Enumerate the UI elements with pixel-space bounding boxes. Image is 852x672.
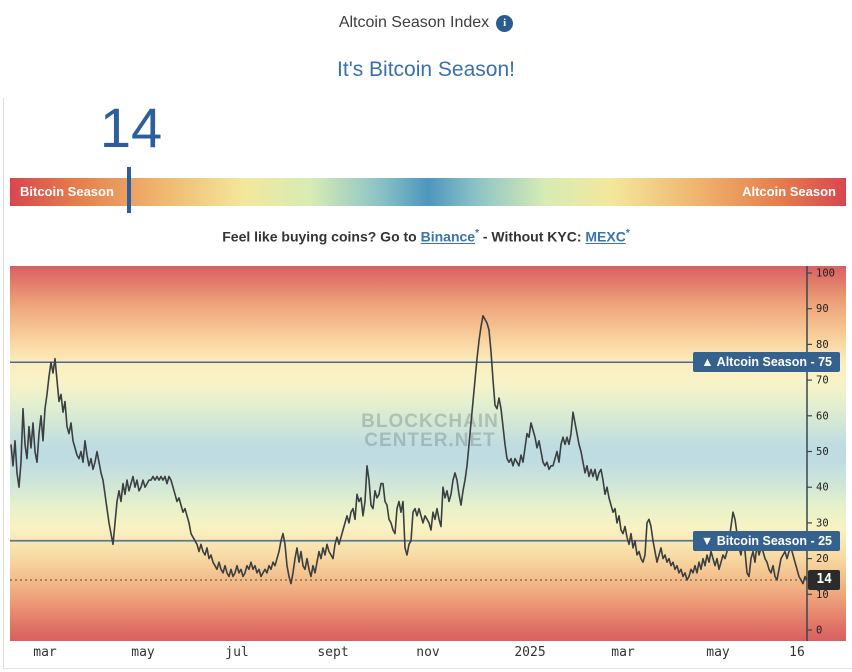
svg-text:70: 70 [816, 375, 829, 387]
x-axis-label-2025: 2025 [514, 645, 546, 660]
x-axis-label-mar: mar [33, 645, 57, 660]
binance-asterisk: * [475, 228, 479, 239]
bitcoin-season-threshold-badge: ▼ Bitcoin Season - 25 [692, 530, 840, 551]
binance-link[interactable]: Binance [420, 228, 476, 245]
season-status-heading: It's Bitcoin Season! [337, 58, 515, 81]
page-title: Altcoin Season Index [338, 14, 490, 31]
page-left-border [3, 98, 4, 669]
blockchaincenter-watermark: BLOCKCHAIN CENTER.NET [361, 412, 499, 450]
svg-text:80: 80 [816, 339, 829, 351]
x-axis-label-jul: jul [225, 645, 249, 660]
svg-text:10: 10 [816, 589, 829, 601]
x-axis-label-sept: sept [317, 645, 349, 660]
info-icon[interactable]: i [496, 14, 514, 32]
x-axis-label-16: 16 [789, 645, 805, 660]
index-current-value: 14 [99, 96, 163, 159]
chart-x-axis-labels: mar may jul sept nov 2025 mar may 16 [10, 641, 846, 663]
season-bar-marker [126, 167, 131, 213]
watermark-line2: CENTER.NET [364, 430, 496, 451]
watermark-line1: BLOCKCHAIN [361, 411, 499, 432]
mexc-link[interactable]: MEXC [585, 228, 626, 245]
page-title-row: Altcoin Season Index i [0, 14, 852, 32]
page-bottom-border [3, 668, 852, 669]
season-gradient-bar: Bitcoin Season Altcoin Season [10, 178, 846, 206]
svg-text:50: 50 [816, 446, 829, 458]
x-axis-label-may: may [706, 645, 730, 660]
x-axis-label-nov: nov [416, 645, 440, 660]
current-value-badge: 14 [808, 570, 840, 591]
x-axis-label-may: may [131, 645, 155, 660]
altcoin-season-label: Altcoin Season [742, 184, 836, 199]
promo-text-before: Feel like buying coins? Go to [222, 228, 421, 245]
svg-text:40: 40 [816, 482, 829, 494]
altcoin-season-index-chart[interactable]: BLOCKCHAIN CENTER.NET 100 90 80 70 60 50 40 30 2… [10, 266, 846, 641]
svg-text:90: 90 [816, 303, 829, 315]
exchange-promo-line: Feel like buying coins? Go to Binance* -… [0, 228, 852, 245]
bitcoin-season-label: Bitcoin Season [20, 184, 114, 199]
promo-text-middle: - Without KYC: [478, 228, 586, 245]
x-axis-label-mar: mar [611, 645, 635, 660]
altcoin-season-threshold-badge: ▲ Altcoin Season - 75 [693, 352, 840, 373]
svg-text:20: 20 [816, 553, 829, 565]
svg-text:100: 100 [816, 268, 835, 280]
mexc-asterisk: * [625, 228, 630, 239]
svg-text:0: 0 [816, 625, 822, 637]
svg-text:30: 30 [816, 517, 829, 529]
svg-text:60: 60 [816, 410, 829, 422]
